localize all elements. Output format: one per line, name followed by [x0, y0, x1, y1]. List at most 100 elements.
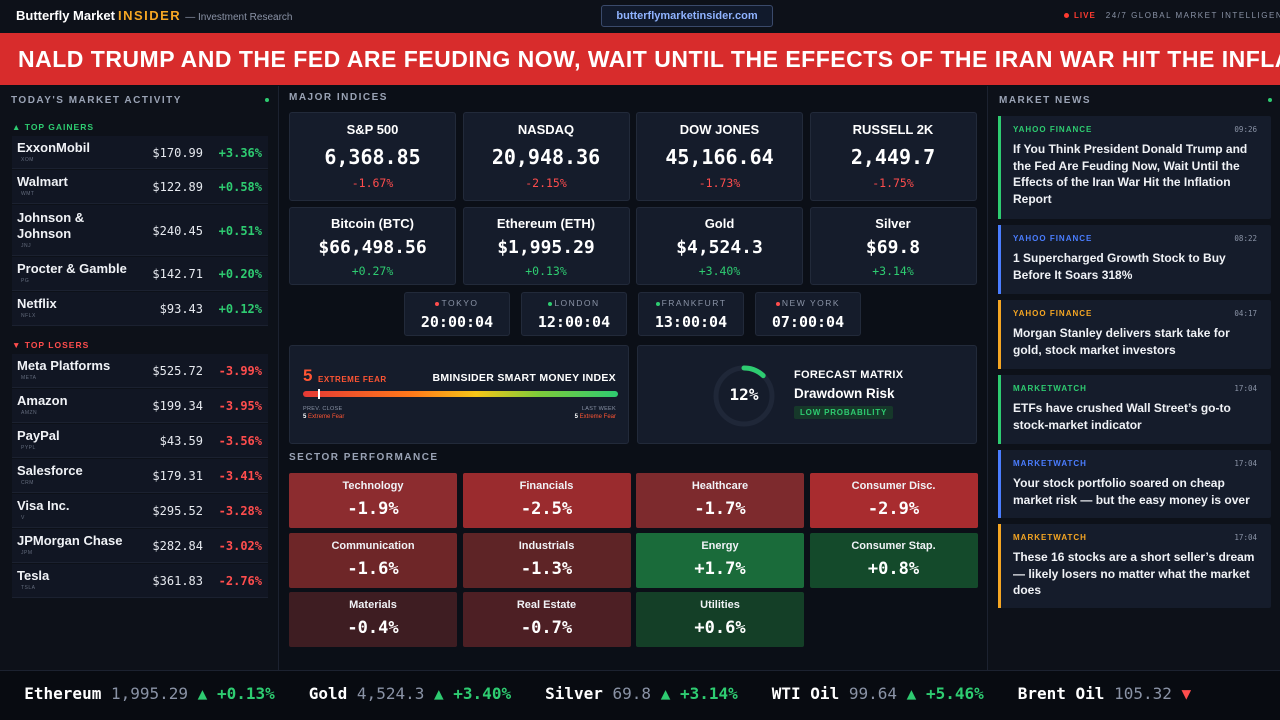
index-value: $66,498.56 — [318, 237, 427, 258]
sector-name: Utilities — [700, 599, 740, 611]
index-card[interactable]: DOW JONES 45,166.64 -1.73% — [636, 112, 803, 201]
last-week-value: 5 Extreme Fear — [575, 414, 616, 420]
ticker-value: 1,995.29 — [110, 684, 189, 703]
live-indicator: LIVE 24/7 GLOBAL MARKET INTELLIGENCE — [1064, 11, 1280, 20]
sector-tile[interactable]: Consumer Stap. +0.8% — [809, 532, 978, 588]
ticker-item[interactable]: Ethereum 1,995.29 ▲ +0.13% — [24, 684, 274, 703]
sector-tile[interactable]: Consumer Disc. -2.9% — [809, 473, 978, 528]
index-card[interactable]: S&P 500 6,368.85 -1.67% — [289, 112, 456, 201]
ticker-item[interactable]: Gold 4,524.3 ▲ +3.40% — [309, 684, 511, 703]
news-card[interactable]: YAHOO FINANCE 09:26 If You Think President… — [998, 116, 1271, 219]
stock-row[interactable]: Salesforce CRM $179.31 -3.41% — [12, 459, 268, 493]
news-card[interactable]: MARKETWATCH 17:04 These 16 stocks are a sh… — [998, 524, 1271, 608]
news-card[interactable]: MARKETWATCH 17:04 Your stock portfolio soa… — [998, 450, 1271, 518]
stock-row[interactable]: Walmart WMT $122.89 +0.58% — [12, 170, 268, 204]
stock-name: PayPal — [17, 428, 60, 443]
sector-name: Financials — [519, 480, 574, 492]
stock-change: -2.76% — [218, 574, 262, 588]
stock-row[interactable]: JPMorgan Chase JPM $282.84 -3.02% — [12, 529, 268, 563]
sector-tile[interactable]: Utilities +0.6% — [636, 592, 804, 647]
stock-ticker: CRM — [21, 480, 34, 486]
sector-tile[interactable]: Real Estate -0.7% — [462, 592, 631, 647]
stock-row[interactable]: Amazon AMZN $199.34 -3.95% — [12, 389, 268, 423]
stock-row[interactable]: Tesla TSLA $361.83 -2.76% — [12, 564, 268, 598]
forecast-subtitle: Drawdown Risk — [794, 386, 895, 401]
stock-change: +3.36% — [218, 145, 262, 160]
index-card[interactable]: Gold $4,524.3 +3.40% — [636, 207, 803, 285]
news-source: MARKETWATCH — [1013, 384, 1087, 393]
index-name: Gold — [704, 216, 735, 231]
index-change: +3.40% — [698, 264, 741, 278]
sector-tile[interactable]: Materials -0.4% — [289, 592, 457, 647]
sector-change: -1.9% — [347, 499, 399, 519]
stock-name: Visa Inc. — [17, 498, 70, 513]
stock-row[interactable]: Visa Inc. V $295.52 -3.28% — [12, 494, 268, 528]
news-accent-bar — [998, 375, 1001, 444]
stock-name: Amazon — [17, 393, 68, 408]
breaking-headline-banner[interactable]: NALD TRUMP AND THE FED ARE FEUDING NOW, … — [0, 33, 1280, 85]
sector-change: +0.6% — [694, 618, 746, 638]
sector-tile[interactable]: Industrials -1.3% — [462, 532, 631, 588]
news-card[interactable]: YAHOO FINANCE 04:17 Morgan Stanley deliver… — [998, 300, 1271, 369]
sector-name: Industrials — [518, 539, 575, 552]
clock-city: LONDON — [522, 298, 626, 308]
index-value: 6,368.85 — [324, 145, 421, 169]
sector-tile[interactable]: Healthcare -1.7% — [636, 473, 804, 528]
index-card[interactable]: NASDAQ 20,948.36 -2.15% — [462, 112, 630, 201]
clock-city-label: NEW YORK — [781, 298, 841, 308]
live-dot-icon — [1064, 13, 1069, 18]
stock-change: -3.95% — [218, 399, 262, 413]
gauge-marker — [317, 389, 320, 399]
status-dot-icon — [265, 98, 269, 102]
stock-price: $361.83 — [152, 574, 203, 588]
site-url-link[interactable]: butterflymarketinsider.com — [601, 5, 773, 27]
stock-row[interactable]: PayPal PYPL $43.59 -3.56% — [12, 424, 268, 458]
index-card[interactable]: Bitcoin (BTC) $66,498.56 +0.27% — [289, 207, 456, 285]
stock-name: Johnson & Johnson — [17, 210, 85, 241]
brand-name: Butterfly Market — [16, 8, 115, 23]
news-accent-bar — [998, 300, 1001, 369]
ticker-item[interactable]: WTI Oil 99.64 ▲ +5.46% — [772, 684, 984, 703]
sector-tile[interactable]: Communication -1.6% — [289, 532, 457, 588]
ticker-item[interactable]: Silver 69.8 ▲ +3.14% — [545, 684, 738, 703]
major-indices-title: MAJOR INDICES — [289, 92, 388, 103]
sector-name: Communication — [331, 539, 415, 552]
stock-row[interactable]: Netflix NFLX $93.43 +0.12% — [12, 292, 268, 326]
ticker-item[interactable]: Brent Oil 105.32 ▼ — [1018, 684, 1191, 703]
smart-money-index-card[interactable]: 5 EXTREME FEAR BMINSIDER SMART MONEY IND… — [289, 345, 629, 444]
ticker-change: +3.14% — [679, 684, 738, 703]
stock-change: -3.41% — [218, 469, 262, 483]
news-card[interactable]: YAHOO FINANCE 08:22 1 Supercharged Growth … — [998, 225, 1271, 294]
stock-row[interactable]: Procter & Gamble PG $142.71 +0.20% — [12, 257, 268, 291]
market-activity-panel: TODAY'S MARKET ACTIVITY ▲ TOP GAINERS Ex… — [0, 86, 279, 670]
index-card[interactable]: Ethereum (ETH) $1,995.29 +0.13% — [462, 207, 630, 285]
news-card[interactable]: MARKETWATCH 17:04 ETFs have crushed Wall S… — [998, 375, 1271, 444]
news-time: 17:04 — [1234, 459, 1257, 468]
index-value: $1,995.29 — [497, 237, 595, 258]
index-card[interactable]: RUSSELL 2K 2,449.7 -1.75% — [809, 112, 977, 201]
fear-greed-gauge — [303, 389, 618, 399]
live-label: LIVE — [1074, 11, 1096, 20]
forecast-matrix-card[interactable]: 12% FORECAST MATRIX Drawdown Risk LOW PR… — [637, 345, 977, 444]
sector-tile[interactable]: Energy +1.7% — [636, 532, 804, 588]
sector-tile[interactable]: Financials -2.5% — [462, 473, 631, 528]
world-clock: TOKYO 20:00:04 — [404, 292, 510, 336]
main-dashboard: MAJOR INDICES S&P 500 6,368.85 -1.67% NASDA… — [280, 86, 986, 670]
index-name: S&P 500 — [346, 122, 399, 137]
stock-name: JPMorgan Chase — [17, 533, 123, 548]
index-card[interactable]: Silver $69.8 +3.14% — [809, 207, 977, 285]
brand-logo[interactable]: Butterfly Market INSIDER — Investment Re… — [16, 8, 292, 23]
stock-price: $142.71 — [152, 267, 203, 281]
stock-row[interactable]: Meta Platforms META $525.72 -3.99% — [12, 354, 268, 388]
stock-row[interactable]: ExxonMobil XOM $170.99 +3.36% — [12, 136, 268, 169]
prev-close-value: 5 Extreme Fear — [303, 414, 344, 420]
sector-change: -2.5% — [520, 499, 573, 519]
sector-name: Real Estate — [516, 599, 577, 611]
global-intel-label: 24/7 GLOBAL MARKET INTELLIGENCE — [1105, 11, 1280, 20]
sector-name: Healthcare — [691, 480, 749, 492]
smart-money-value: 5 — [303, 366, 313, 385]
sector-tile[interactable]: Technology -1.9% — [289, 473, 457, 528]
stock-row[interactable]: Johnson & Johnson JNJ $240.45 +0.51% — [12, 205, 268, 256]
smart-money-label: EXTREME FEAR — [318, 375, 387, 384]
sector-change: +0.8% — [867, 558, 920, 579]
